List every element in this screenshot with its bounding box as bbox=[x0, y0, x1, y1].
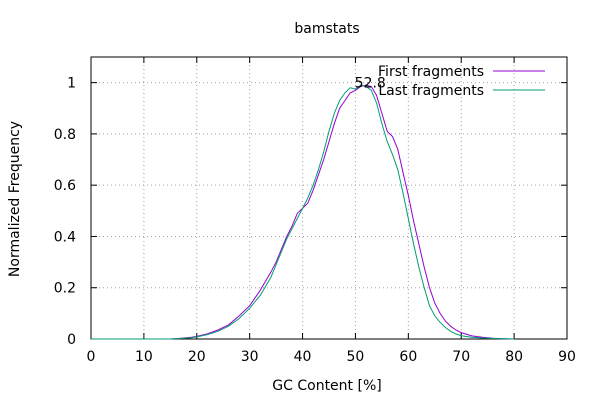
chart-title: bamstats bbox=[294, 21, 359, 37]
x-tick-label: 70 bbox=[452, 349, 470, 365]
y-tick-label: 0.8 bbox=[54, 127, 76, 143]
legend-label-first-fragments: First fragments bbox=[378, 64, 484, 80]
x-axis-label: GC Content [%] bbox=[272, 378, 381, 394]
x-tick-label: 40 bbox=[294, 349, 312, 365]
y-tick-label: 0.4 bbox=[54, 229, 76, 245]
x-tick-label: 30 bbox=[241, 349, 259, 365]
y-tick-label: 1 bbox=[67, 76, 76, 92]
x-tick-label: 60 bbox=[399, 349, 417, 365]
x-tick-label: 80 bbox=[505, 349, 523, 365]
x-tick-label: 0 bbox=[87, 349, 96, 365]
y-tick-label: 0 bbox=[67, 332, 76, 348]
x-tick-label: 10 bbox=[135, 349, 153, 365]
peak-annotation: 52.8 bbox=[355, 75, 386, 91]
y-tick-label: 0.6 bbox=[54, 178, 76, 194]
y-tick-label: 0.2 bbox=[54, 281, 76, 297]
series-line-first-fragments bbox=[91, 84, 515, 340]
series-line-last-fragments bbox=[91, 84, 515, 340]
axis-ticks: 0 10 20 30 40 50 60 70 80 90 0 0.2 0.4 0.6 0.8 1 bbox=[54, 57, 576, 365]
x-tick-label: 20 bbox=[188, 349, 206, 365]
grid bbox=[91, 57, 567, 339]
x-tick-label: 90 bbox=[558, 349, 576, 365]
plot-border bbox=[90, 56, 568, 340]
legend: First fragments Last fragments bbox=[378, 64, 545, 99]
x-tick-label: 50 bbox=[347, 349, 365, 365]
series-lines bbox=[91, 84, 515, 340]
legend-label-last-fragments: Last fragments bbox=[378, 83, 484, 99]
y-axis-label: Normalized Frequency bbox=[7, 121, 23, 277]
